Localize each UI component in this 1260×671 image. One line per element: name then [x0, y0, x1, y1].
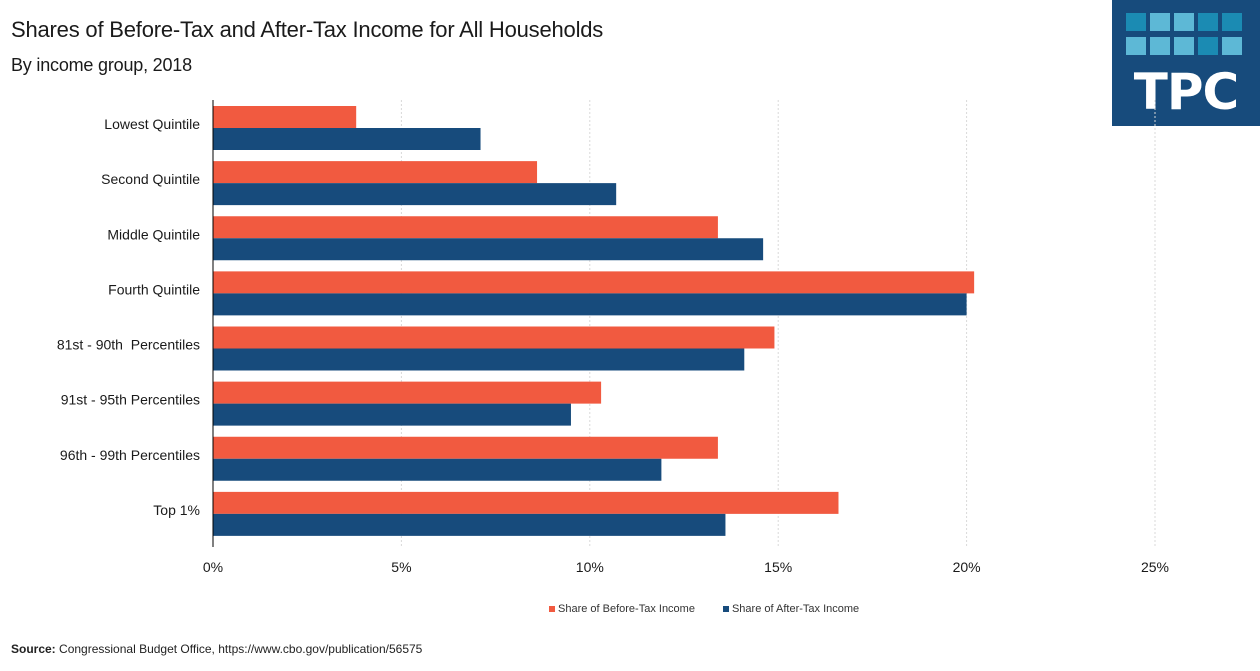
tpc-logo: TPC — [1112, 0, 1260, 126]
chart-title: Shares of Before-Tax and After-Tax Incom… — [11, 17, 604, 42]
x-tick-labels: 0% 5% 10% 15% 20% 25% — [203, 559, 1169, 575]
source-text: Congressional Budget Office, https://www… — [55, 642, 423, 656]
logo-text: TPC — [1133, 63, 1239, 121]
logo-square — [1174, 13, 1194, 31]
category-label: Middle Quintile — [107, 226, 200, 242]
bar-before-tax — [213, 381, 602, 404]
x-tick-label: 10% — [576, 559, 604, 575]
chart-subtitle: By income group, 2018 — [11, 55, 192, 75]
bar-after-tax — [213, 513, 726, 536]
bar-before-tax — [213, 326, 775, 349]
bars — [213, 106, 975, 536]
category-label: Lowest Quintile — [104, 116, 200, 132]
logo-square — [1150, 37, 1170, 55]
bar-before-tax — [213, 491, 839, 514]
logo-square — [1198, 37, 1218, 55]
logo-square — [1174, 37, 1194, 55]
logo-square — [1198, 13, 1218, 31]
x-tick-label: 25% — [1141, 559, 1169, 575]
bar-before-tax — [213, 216, 718, 239]
category-label: Top 1% — [153, 502, 200, 518]
category-labels: Lowest Quintile Second Quintile Middle Qui… — [57, 116, 200, 518]
bar-after-tax — [213, 293, 967, 316]
logo-square — [1222, 13, 1242, 31]
bar-chart: Lowest Quintile Second Quintile Middle Qui… — [57, 100, 1169, 575]
bar-after-tax — [213, 403, 571, 426]
legend: Share of Before-Tax Income Share of Afte… — [549, 603, 859, 615]
x-tick-label: 0% — [203, 559, 223, 575]
logo-square — [1126, 37, 1146, 55]
legend-item-before-tax: Share of Before-Tax Income — [549, 603, 695, 615]
x-tick-label: 20% — [953, 559, 981, 575]
category-label: 81st - 90th Percentiles — [57, 337, 200, 353]
bar-before-tax — [213, 161, 538, 184]
bar-after-tax — [213, 458, 662, 481]
logo-square — [1150, 13, 1170, 31]
bar-after-tax — [213, 128, 481, 150]
category-label: 91st - 95th Percentiles — [61, 392, 200, 408]
logo-square — [1126, 13, 1146, 31]
category-label: 96th - 99th Percentiles — [60, 447, 200, 463]
legend-label-after-tax: Share of After-Tax Income — [731, 603, 860, 615]
source-note: Source: Congressional Budget Office, htt… — [11, 642, 422, 656]
category-label: Second Quintile — [101, 171, 200, 187]
bar-before-tax — [213, 106, 357, 128]
bar-before-tax — [213, 271, 975, 294]
logo-square — [1222, 37, 1242, 55]
x-tick-label: 5% — [391, 559, 411, 575]
legend-swatch-before-tax — [549, 606, 555, 612]
legend-label-before-tax: Share of Before-Tax Income — [558, 603, 695, 615]
source-label: Source: — [11, 642, 56, 656]
category-label: Fourth Quintile — [108, 281, 200, 297]
legend-item-after-tax: Share of After-Tax Income — [722, 603, 860, 615]
bar-before-tax — [213, 436, 718, 459]
bar-after-tax — [213, 183, 617, 206]
legend-swatch-after-tax — [722, 606, 729, 612]
bar-after-tax — [213, 348, 745, 371]
bar-after-tax — [213, 238, 764, 261]
x-tick-label: 15% — [764, 559, 792, 575]
